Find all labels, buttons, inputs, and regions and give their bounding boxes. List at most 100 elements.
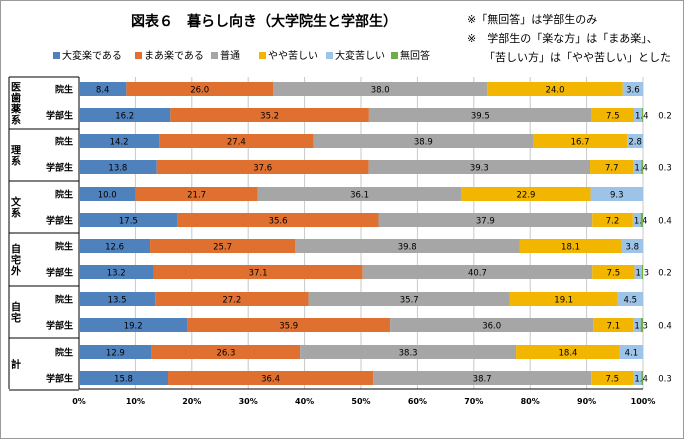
data-label: 4.1	[625, 349, 639, 359]
data-label: 17.5	[119, 217, 138, 227]
legend-swatch	[135, 52, 142, 59]
data-label: 0.3	[658, 375, 672, 385]
x-tick-label: 20%	[182, 397, 201, 406]
data-label: 0.2	[658, 269, 672, 279]
legend-label: まあ楽である	[144, 49, 204, 62]
bar-segment	[590, 187, 643, 201]
data-label: 7.1	[607, 322, 621, 332]
bar-segment	[368, 160, 591, 174]
bar-segment	[633, 108, 642, 122]
bar-segment	[487, 82, 623, 96]
bar-segment	[627, 134, 643, 148]
bar-segment	[592, 265, 635, 279]
row-label: 学部生	[46, 373, 73, 385]
bar-segment	[592, 213, 633, 227]
x-tick-label: 60%	[408, 397, 427, 406]
legend-swatch	[259, 52, 266, 59]
legend-swatch	[53, 52, 60, 59]
row-label: 院生	[55, 347, 73, 359]
bar-segment	[617, 292, 643, 306]
data-label: 27.2	[222, 296, 241, 306]
bar-segment	[159, 134, 314, 148]
data-label: 13.2	[107, 269, 126, 279]
bar-segment	[461, 187, 591, 201]
data-label: 39.3	[470, 164, 489, 174]
bar-segment	[79, 345, 152, 359]
data-label: 38.3	[399, 349, 418, 359]
data-label: 16.2	[115, 112, 134, 122]
data-label: 38.9	[414, 138, 433, 148]
data-label: 37.1	[249, 269, 268, 279]
data-label: 4.5	[624, 296, 638, 306]
bar-segment	[79, 318, 188, 332]
bar-segment	[516, 345, 620, 359]
bar-segment	[170, 108, 369, 122]
data-label: 0.3	[658, 164, 672, 174]
group-label: 自宅	[11, 301, 21, 325]
data-label: 35.2	[260, 112, 279, 122]
data-label: 19.2	[124, 322, 143, 332]
bar-segment	[634, 265, 642, 279]
row-label: 院生	[55, 136, 73, 148]
bar-segment	[79, 265, 154, 279]
bar-segment	[593, 318, 634, 332]
bar-segment	[619, 345, 643, 359]
bar-segment	[177, 213, 379, 227]
data-label: 38.0	[371, 86, 390, 96]
bar-segment	[79, 108, 171, 122]
data-label: 7.5	[606, 375, 620, 385]
data-label: 13.8	[108, 164, 127, 174]
legend-label: やや苦しい	[268, 49, 318, 62]
x-tick-label: 90%	[577, 397, 596, 406]
data-label: 24.0	[546, 86, 565, 96]
bar-segment	[79, 82, 127, 96]
bar-segment	[168, 371, 374, 385]
data-label: 0.2	[658, 112, 672, 122]
bar-segment	[79, 187, 136, 201]
bar-segment	[591, 371, 634, 385]
row-label: 院生	[55, 84, 73, 96]
chart-note: ※ 学部生の「楽な方」は「まあ楽」、	[467, 31, 658, 45]
data-label: 7.2	[606, 217, 620, 227]
x-tick-label: 30%	[239, 397, 258, 406]
data-label: 39.8	[398, 243, 417, 253]
bar-segment	[150, 239, 296, 253]
data-label: 7.5	[606, 112, 620, 122]
bar-segment	[79, 213, 178, 227]
bar-segment	[373, 371, 592, 385]
bar-segment	[126, 82, 274, 96]
bar-segment	[79, 371, 169, 385]
bar-segment	[273, 82, 488, 96]
bar-segment	[591, 108, 634, 122]
data-label: 37.9	[476, 217, 495, 227]
bar-segment	[155, 292, 309, 306]
legend-label: 普通	[220, 49, 240, 62]
data-label: 7.5	[607, 269, 621, 279]
x-tick-label: 0%	[72, 397, 86, 406]
bar-segment	[187, 318, 391, 332]
data-label: 9.3	[610, 191, 624, 201]
bar-segment	[362, 265, 593, 279]
bar-segment	[313, 134, 534, 148]
data-label: 16.7	[571, 138, 590, 148]
data-label: 19.1	[554, 296, 573, 306]
bar-segment	[295, 239, 520, 253]
data-label: 18.1	[561, 243, 580, 253]
data-label: 36.0	[482, 322, 501, 332]
data-label: 0.4	[658, 322, 672, 332]
group-label: 計	[11, 358, 21, 371]
bar-segment	[156, 160, 369, 174]
row-label: 院生	[55, 189, 73, 201]
bar-segment	[641, 265, 643, 279]
data-label: 36.1	[350, 191, 369, 201]
chart-title: 図表６ 暮らし向き（大学院生と学部生）	[131, 13, 397, 30]
chart-note: ※「無回答」は学部生のみ	[467, 12, 597, 26]
x-tick-label: 80%	[521, 397, 540, 406]
data-label: 40.7	[468, 269, 487, 279]
legend-label: 無回答	[400, 49, 430, 62]
bar-segment	[390, 318, 594, 332]
bar-segment	[153, 265, 363, 279]
legend-label: 大変楽である	[62, 49, 122, 62]
data-label: 3.6	[626, 86, 640, 96]
